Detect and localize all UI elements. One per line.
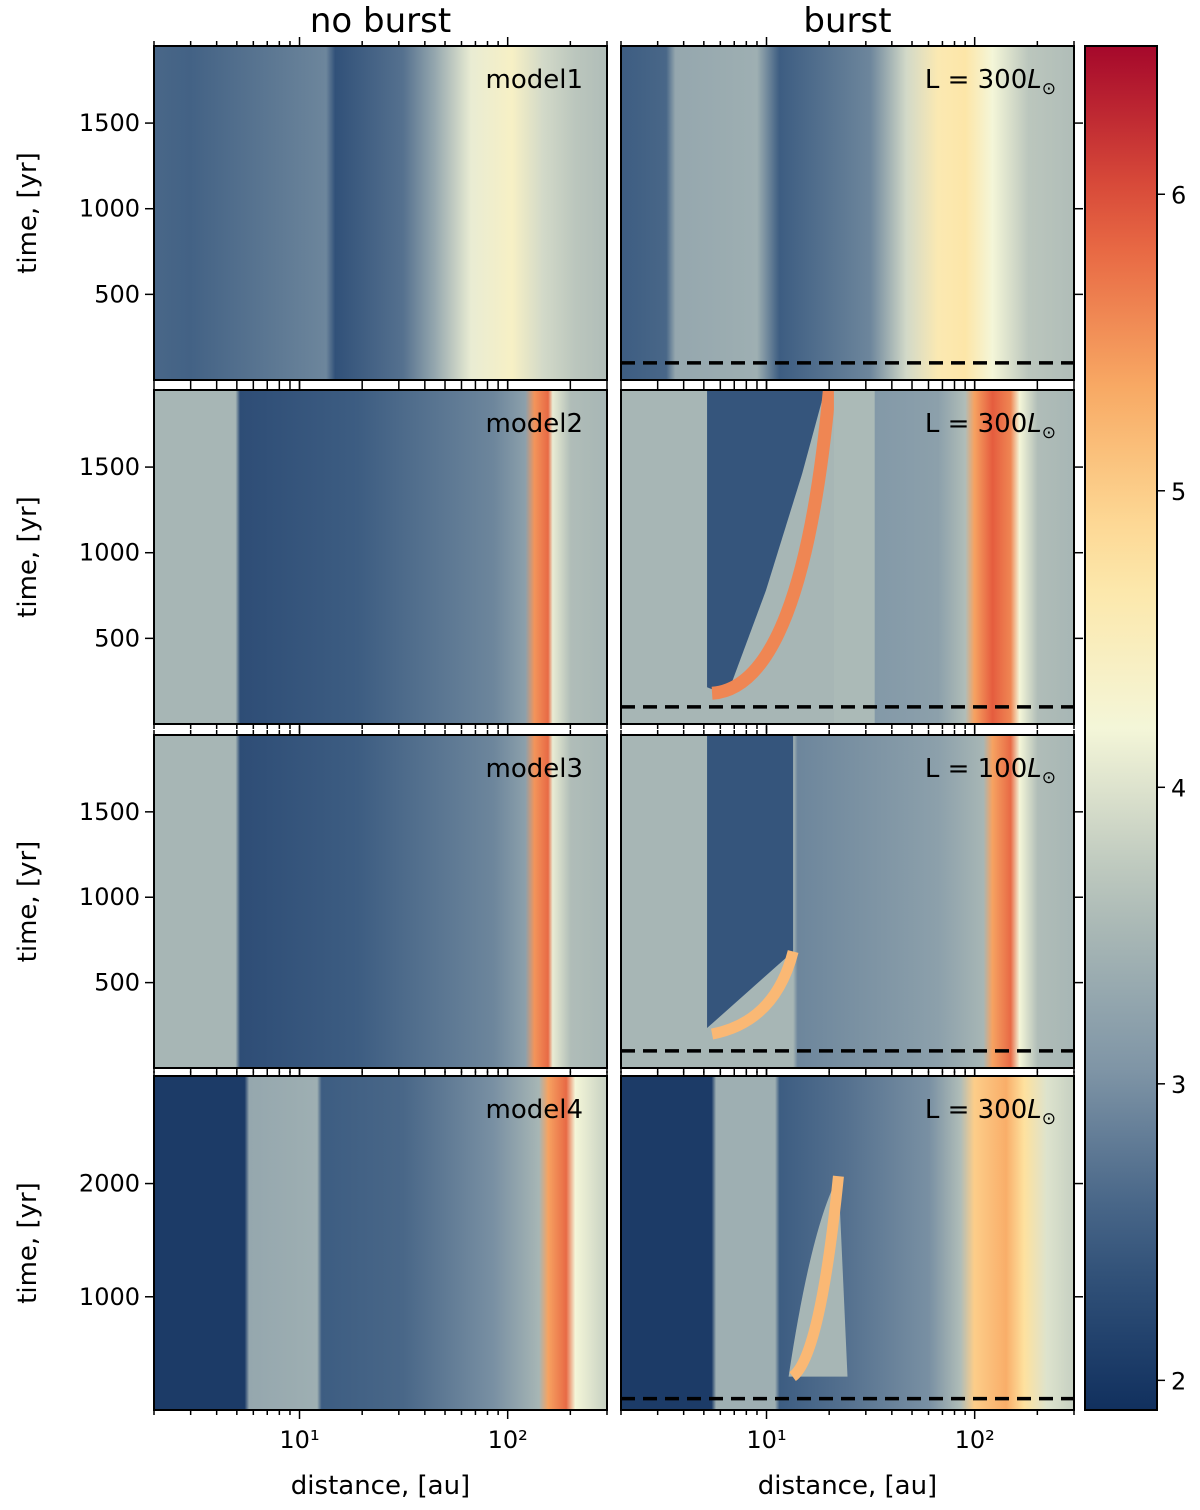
y-axis-label: time, [yr] xyxy=(13,1182,43,1304)
y-tick-label: 1000 xyxy=(79,1283,140,1311)
heatmap-image xyxy=(621,1076,1074,1410)
y-tick-label: 2000 xyxy=(79,1170,140,1198)
model-label: model4 xyxy=(486,1095,584,1125)
x-tick-label: 10² xyxy=(955,1426,995,1454)
axes-frame xyxy=(620,389,1075,725)
axes-frame xyxy=(153,45,608,381)
heatmap-image xyxy=(621,390,1074,724)
colorbar-tick-label: 5 xyxy=(1171,478,1186,506)
model-label: model3 xyxy=(486,754,584,784)
colorbar-gradient xyxy=(1084,45,1158,1411)
colorbar-tick-label: 6 xyxy=(1171,181,1186,209)
panel-row1-no-burst: 500 1000 1500 model1 time, [yr] xyxy=(13,37,608,389)
y-axis-label: time, [yr] xyxy=(13,841,43,963)
heatmap-image xyxy=(154,46,607,380)
burst-front-arc xyxy=(711,390,836,700)
y-tick-label: 500 xyxy=(94,969,140,997)
colorbar-tick-label: 2 xyxy=(1171,1367,1186,1395)
y-axis-label: time, [yr] xyxy=(13,152,43,274)
model-label: model2 xyxy=(486,409,584,439)
panel-row2-burst: L = 300L⊙ xyxy=(620,381,1083,733)
panel-row1-burst: L = 300L⊙ xyxy=(620,37,1083,389)
y-tick-label: 500 xyxy=(94,280,140,308)
y-tick-label: 500 xyxy=(94,624,140,652)
y-tick-label: 1000 xyxy=(79,539,140,567)
y-tick-label: 1500 xyxy=(79,798,140,826)
model-label: model1 xyxy=(486,65,584,95)
axes-frame xyxy=(620,734,1075,1069)
luminosity-label: L = 100L⊙ xyxy=(925,754,1056,788)
heatmap-background xyxy=(154,390,607,724)
heatmap-background xyxy=(154,735,607,1068)
panel-row3-burst: L = 100L⊙ xyxy=(620,726,1083,1077)
y-tick-label: 1000 xyxy=(79,883,140,911)
x-axis-label: distance, [au] xyxy=(291,1471,470,1501)
y-tick-label: 1500 xyxy=(79,109,140,137)
heatmap-background xyxy=(154,46,607,380)
colorbar-tick-label: 3 xyxy=(1171,1071,1186,1099)
y-tick-label: 1500 xyxy=(79,453,140,481)
column-title: burst xyxy=(803,1,891,41)
heatmap-background xyxy=(621,1076,1074,1410)
heatmap-image xyxy=(154,1076,607,1410)
panel-row2-no-burst: 500 1000 1500 model2 time, [yr] xyxy=(13,381,608,733)
axes-frame xyxy=(153,734,608,1069)
burst-front-arc xyxy=(710,950,799,1040)
heatmap-image xyxy=(154,735,607,1068)
heatmap-image xyxy=(621,735,1074,1068)
axes-frame xyxy=(153,1075,608,1411)
panel-row4-no-burst: 1000 2000 model4 time, [yr] xyxy=(13,1067,608,1419)
heatmap-background xyxy=(621,735,1074,1068)
burst-front-arc xyxy=(788,1175,844,1382)
heatmap-image xyxy=(154,390,607,724)
axes-frame xyxy=(620,45,1075,381)
cavity-region xyxy=(707,390,825,696)
luminosity-label: L = 300L⊙ xyxy=(925,65,1056,99)
column-title: no burst xyxy=(310,1,451,41)
y-axis-label: time, [yr] xyxy=(13,496,43,618)
luminosity-label: L = 300L⊙ xyxy=(925,409,1056,443)
y-tick-label: 1000 xyxy=(79,195,140,223)
inner-plateau xyxy=(833,390,875,724)
panel-row4-burst: L = 300L⊙ xyxy=(620,1067,1083,1419)
colorbar-tick-label: 4 xyxy=(1171,774,1186,802)
heatmap-image xyxy=(621,46,1074,380)
axes-frame xyxy=(620,1075,1075,1411)
cavity-region xyxy=(707,735,794,1029)
axes-frame xyxy=(153,389,608,725)
x-tick-label: 10¹ xyxy=(279,1426,319,1454)
x-tick-label: 10¹ xyxy=(746,1426,786,1454)
x-tick-label: 10² xyxy=(488,1426,528,1454)
panel-row3-no-burst: 500 1000 1500 model3 time, [yr] xyxy=(13,726,608,1077)
heatmap-background xyxy=(154,1076,607,1410)
x-axis-label: distance, [au] xyxy=(758,1471,937,1501)
heatmap-background xyxy=(621,46,1074,380)
luminosity-label: L = 300L⊙ xyxy=(925,1095,1056,1129)
colorbar: 2 3 4 5 6 xyxy=(1084,45,1186,1411)
